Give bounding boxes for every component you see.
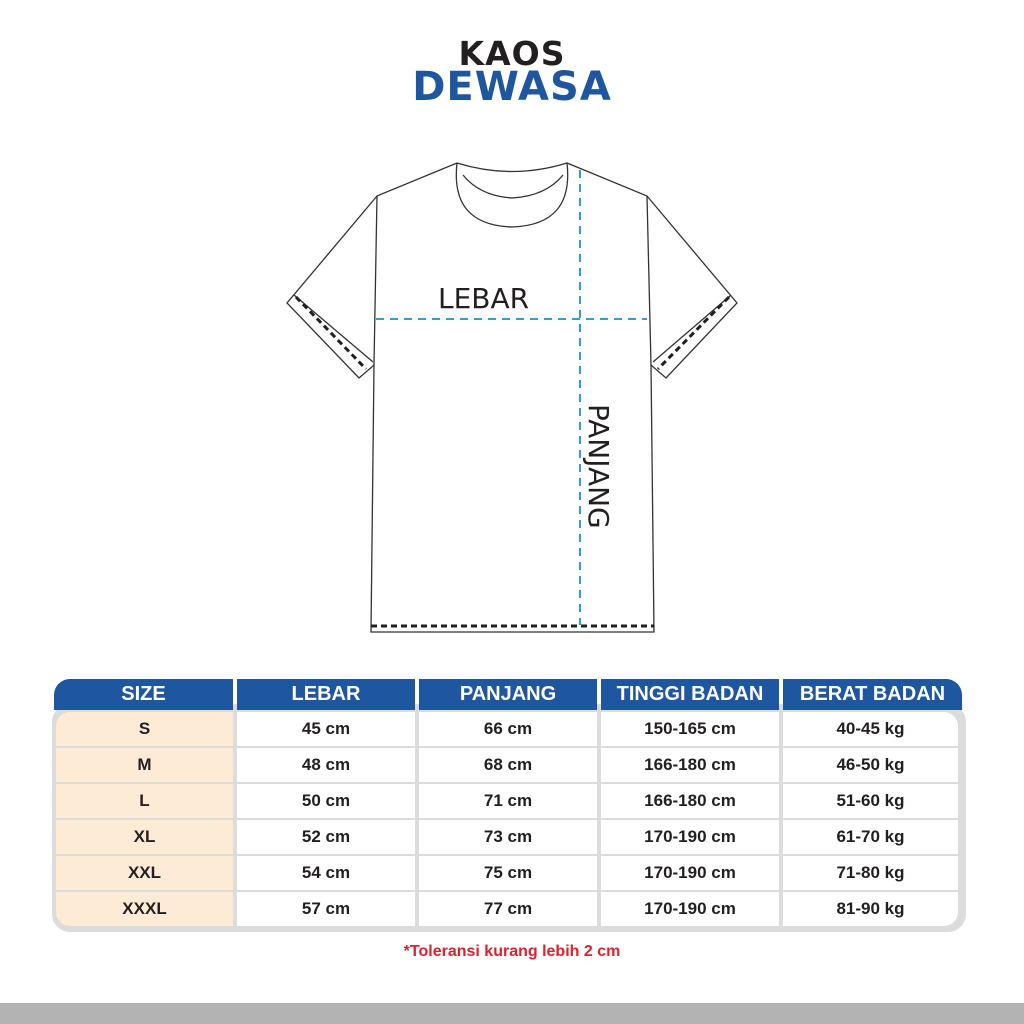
table-cell: 61-70 kg [783,820,958,854]
table-cell: 81-90 kg [783,892,958,926]
size-cell: XXXL [56,892,233,926]
header-size: SIZE [54,679,233,710]
tolerance-note: *Toleransi kurang lebih 2 cm [403,943,621,960]
header-tinggi-badan: TINGGI BADAN [601,679,779,710]
table-cell: 170-190 cm [601,856,779,890]
length-label: PANJANG [582,404,615,529]
header-berat-badan: BERAT BADAN [783,679,962,710]
size-cell: XXL [56,856,233,890]
table-cell: 48 cm [237,748,415,782]
table-cell: 71-80 kg [783,856,958,890]
footer-bar [0,1003,1024,1024]
table-cell: 170-190 cm [601,820,779,854]
table-cell: 45 cm [237,712,415,746]
table-cell: 57 cm [237,892,415,926]
table-cell: 170-190 cm [601,892,779,926]
table-cell: 51-60 kg [783,784,958,818]
table-cell: 166-180 cm [601,784,779,818]
header-lebar: LEBAR [237,679,415,710]
size-cell: M [56,748,233,782]
table-cell: 150-165 cm [601,712,779,746]
table-cell: 46-50 kg [783,748,958,782]
width-label: LEBAR [438,282,530,315]
table-cell: 52 cm [237,820,415,854]
table-cell: 75 cm [419,856,597,890]
table-cell: 166-180 cm [601,748,779,782]
table-cell: 54 cm [237,856,415,890]
tshirt-diagram [286,162,738,633]
table-cell: 66 cm [419,712,597,746]
size-cell: S [56,712,233,746]
table-cell: 50 cm [237,784,415,818]
table-cell: 71 cm [419,784,597,818]
size-cell: XL [56,820,233,854]
title-line-2: DEWASA [412,64,612,110]
table-cell: 68 cm [419,748,597,782]
table-cell: 77 cm [419,892,597,926]
title-line-1: KAOS [458,34,566,73]
table-cell: 73 cm [419,820,597,854]
header-panjang: PANJANG [419,679,597,710]
sleeve-hem-left [294,295,368,371]
sleeve-hem-right [656,295,731,371]
size-cell: L [56,784,233,818]
table-cell: 40-45 kg [783,712,958,746]
